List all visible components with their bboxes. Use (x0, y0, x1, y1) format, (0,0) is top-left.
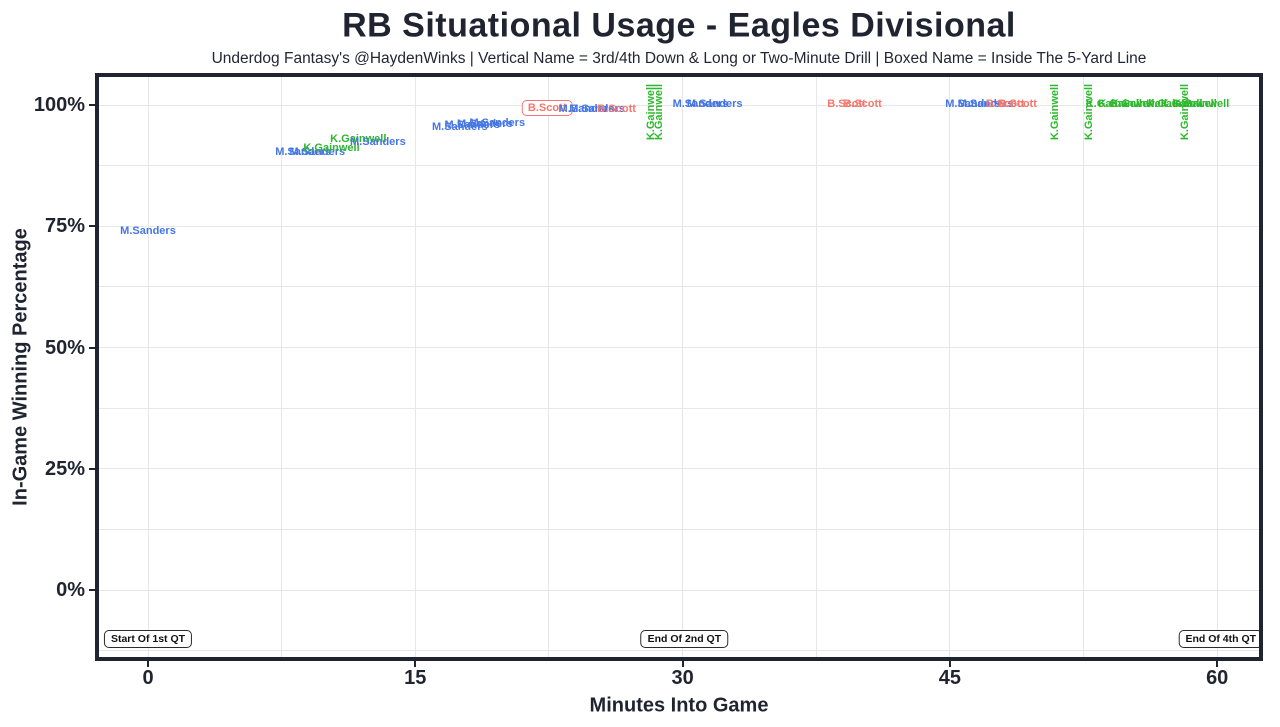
chart-title: RB Situational Usage - Eagles Divisional (342, 6, 1016, 45)
player-label: M.Sanders (275, 146, 331, 159)
player-label-vertical: K.Gainwell (1049, 83, 1062, 140)
plot-area: M.Sanders M.Sanders M.Sanders K.Gainwell K.G… (95, 73, 1263, 661)
player-label: M.Sanders (469, 116, 526, 129)
player-label: M.Sanders (444, 118, 501, 131)
gridline-horizontal (99, 528, 1259, 530)
player-label: B.Scott (985, 98, 1025, 111)
player-label: K.Gainwell (1098, 98, 1155, 111)
player-label: K.Gainwell (1160, 98, 1217, 111)
gridline-horizontal (99, 589, 1259, 591)
x-axis-tick (1216, 661, 1219, 667)
player-label: K.Gainwell (1173, 98, 1230, 111)
gridline-vertical (949, 77, 951, 657)
x-axis-tick (414, 661, 417, 667)
x-tick-label: 30 (671, 667, 694, 689)
player-label: M.Sanders (456, 117, 513, 130)
y-tick-label: 100% (33, 94, 85, 116)
x-tick-label: 60 (1206, 667, 1229, 689)
player-label: M.Sanders (569, 102, 625, 115)
player-label-vertical: K.Gainwell (653, 83, 666, 140)
player-label-vertical: K.Gainwell (1082, 83, 1095, 140)
player-label: B.Scott (597, 102, 636, 115)
gridline-vertical (281, 77, 283, 657)
gridline-horizontal (99, 165, 1259, 167)
boxed-player-label: B.Scott (521, 99, 573, 116)
gridline-horizontal (99, 104, 1259, 106)
gridline-vertical (548, 77, 550, 657)
player-label: K.Gainwell (1146, 98, 1203, 111)
gridline-vertical (1083, 77, 1085, 657)
x-tick-label: 0 (142, 667, 154, 689)
x-axis-title: Minutes Into Game (589, 694, 769, 717)
player-label: M.Sanders (945, 98, 1001, 111)
x-tick-label: 45 (938, 667, 962, 689)
quarter-annotation: End Of 2nd QT (640, 629, 729, 648)
x-axis-tick (147, 661, 149, 667)
x-axis-tick (948, 661, 951, 667)
gridline-horizontal (99, 650, 1259, 652)
gridline-vertical (1216, 77, 1218, 657)
player-label: K.Gainwell (330, 132, 387, 145)
player-label: M.Sanders (432, 120, 488, 133)
x-axis-tick (681, 661, 684, 667)
quarter-annotation: Start Of 1st QT (103, 629, 193, 648)
player-label: M.Sanders (289, 146, 346, 159)
gridline-vertical (682, 77, 684, 657)
player-label: M.Sanders (672, 98, 729, 111)
player-label: B.Scott (843, 98, 882, 111)
player-label: K.Gainwell (1085, 98, 1142, 111)
player-label: K.Gainwell (1110, 98, 1167, 111)
gridline-vertical (147, 77, 149, 657)
player-label: B.Scott (827, 98, 866, 111)
gridline-horizontal (99, 225, 1259, 227)
chart-subtitle: Underdog Fantasy's @HaydenWinks | Vertic… (211, 50, 1147, 67)
gridline-horizontal (99, 347, 1259, 348)
gridline-horizontal (99, 286, 1259, 288)
player-label: B.Scott (521, 99, 573, 116)
gridline-vertical (414, 77, 416, 657)
gridline-horizontal (99, 407, 1259, 409)
player-label: M.Sanders (120, 225, 176, 238)
player-label: B.Scott (998, 98, 1037, 111)
gridline-horizontal (99, 468, 1259, 470)
player-label: K.Gainwell (303, 141, 360, 154)
player-label: M.Sanders (350, 135, 406, 148)
player-label: M.Sanders (957, 98, 1014, 111)
player-label: M.Sanders (558, 102, 615, 115)
y-tick-label: 0% (56, 579, 85, 601)
gridline-vertical (815, 77, 817, 657)
quarter-annotation: End Of 4th QT (1178, 629, 1259, 648)
x-tick-label: 15 (404, 667, 427, 689)
player-label: M.Sanders (686, 98, 743, 111)
player-label-vertical: K.Gainwell (1179, 83, 1192, 140)
y-axis-title: In-Game Winning Percentage (9, 228, 32, 506)
